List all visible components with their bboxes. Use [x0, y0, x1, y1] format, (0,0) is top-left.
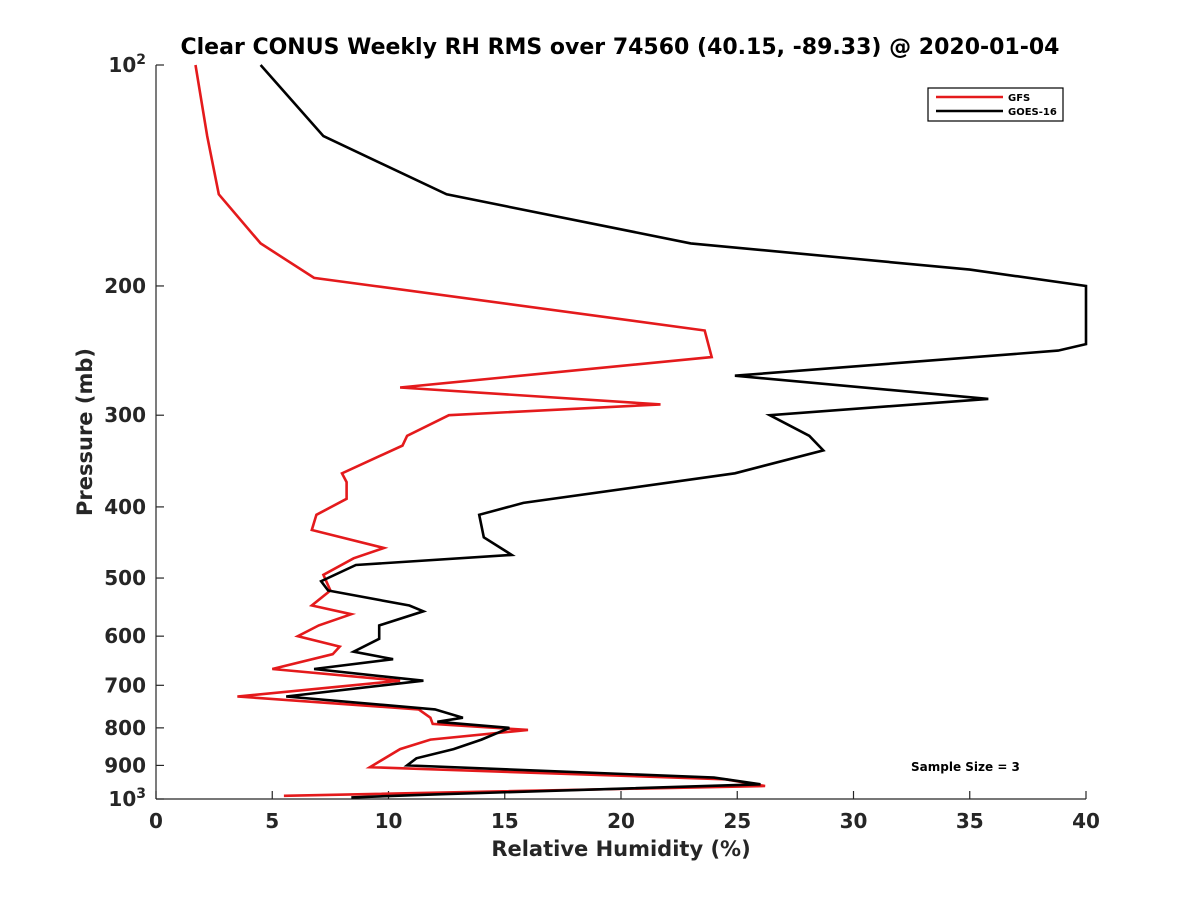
- legend-label-gfs: GFS: [1008, 93, 1030, 104]
- y-tick-label: 300: [104, 403, 146, 427]
- x-tick-label: 35: [956, 809, 984, 833]
- y-tick-label: 200: [104, 274, 146, 298]
- y-axis-ticks: 102 200 300 400 500 600 700 800 900 103: [104, 52, 164, 811]
- chart-title: Clear CONUS Weekly RH RMS over 74560 (40…: [181, 35, 1060, 60]
- plot-area-frame: [156, 65, 1086, 799]
- y-axis-title: Pressure (mb): [73, 348, 97, 516]
- y-tick-label: 500: [104, 566, 146, 590]
- legend: GFS GOES-16: [927, 87, 1064, 122]
- y-tick-label: 103: [108, 786, 146, 811]
- x-tick-label: 5: [265, 809, 279, 833]
- y-tick-label: 102: [108, 52, 146, 77]
- x-tick-label: 10: [375, 809, 403, 833]
- legend-box: [927, 87, 1064, 122]
- x-tick-label: 20: [607, 809, 635, 833]
- sample-size-annotation: Sample Size = 3: [911, 760, 1020, 774]
- x-axis-ticks: 0 5 10 15 20 25 30 35 40: [149, 791, 1100, 833]
- series-layer: [194, 64, 1088, 799]
- y-tick-label: 800: [104, 716, 146, 740]
- x-tick-label: 15: [491, 809, 519, 833]
- x-tick-label: 0: [149, 809, 163, 833]
- series-line-gfs: [194, 64, 766, 798]
- y-tick-label: 400: [104, 495, 146, 519]
- series-line-goes16: [259, 64, 1088, 799]
- y-tick-label: 700: [104, 673, 146, 697]
- legend-label-goes16: GOES-16: [1008, 107, 1057, 118]
- x-axis-title: Relative Humidity (%): [491, 837, 750, 861]
- x-tick-label: 25: [723, 809, 751, 833]
- y-tick-label: 900: [104, 753, 146, 777]
- y-tick-label: 600: [104, 624, 146, 648]
- x-tick-label: 30: [840, 809, 868, 833]
- x-tick-label: 40: [1072, 809, 1100, 833]
